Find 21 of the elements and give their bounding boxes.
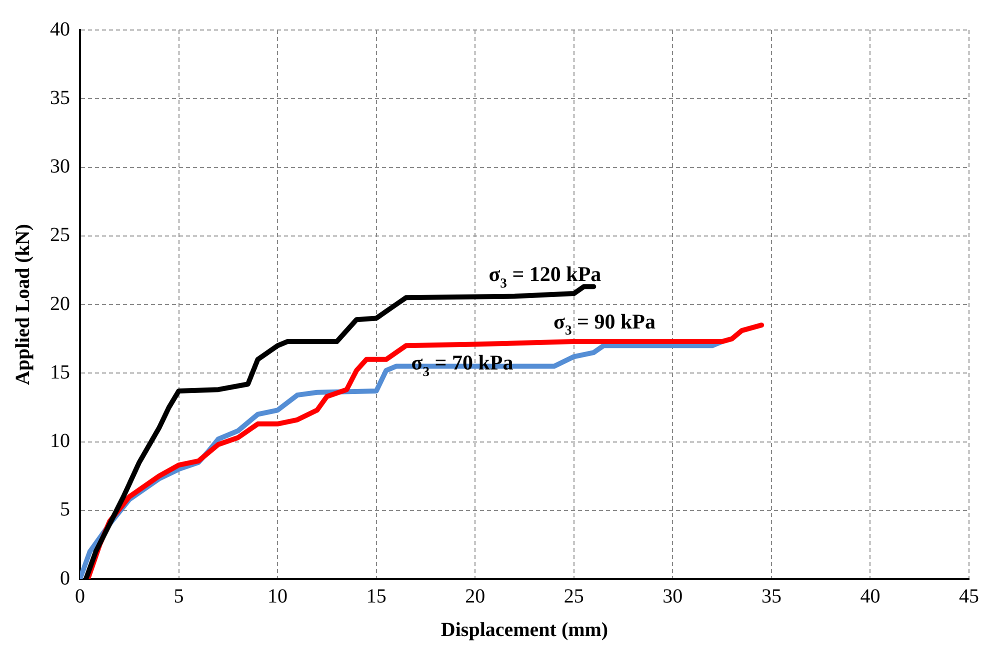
y-tick-label: 30: [50, 156, 70, 178]
x-tick-label: 5: [174, 585, 184, 608]
x-axis-title: Displacement (mm): [440, 619, 608, 642]
y-tick-label: 15: [50, 361, 70, 384]
y-tick-label: 20: [50, 292, 70, 315]
y-tick-label: 40: [50, 18, 70, 40]
x-tick-label: 20: [465, 585, 486, 608]
x-tick-label: 25: [564, 585, 584, 608]
x-tick-label: 15: [366, 585, 386, 608]
y-tick-label: 35: [50, 86, 70, 109]
y-tick-label: 25: [50, 224, 70, 246]
x-tick-label: 40: [860, 585, 880, 608]
x-tick-label: 10: [268, 585, 288, 608]
y-tick-label: 5: [60, 498, 70, 521]
x-tick-label: 35: [761, 585, 782, 608]
x-tick-label: 0: [75, 585, 85, 608]
y-tick-label: 10: [50, 430, 70, 452]
y-axis-title: Applied Load (kN): [12, 224, 34, 386]
x-tick-label: 30: [662, 585, 683, 608]
y-tick-label: 0: [60, 567, 70, 590]
x-tick-label: 45: [959, 585, 979, 608]
